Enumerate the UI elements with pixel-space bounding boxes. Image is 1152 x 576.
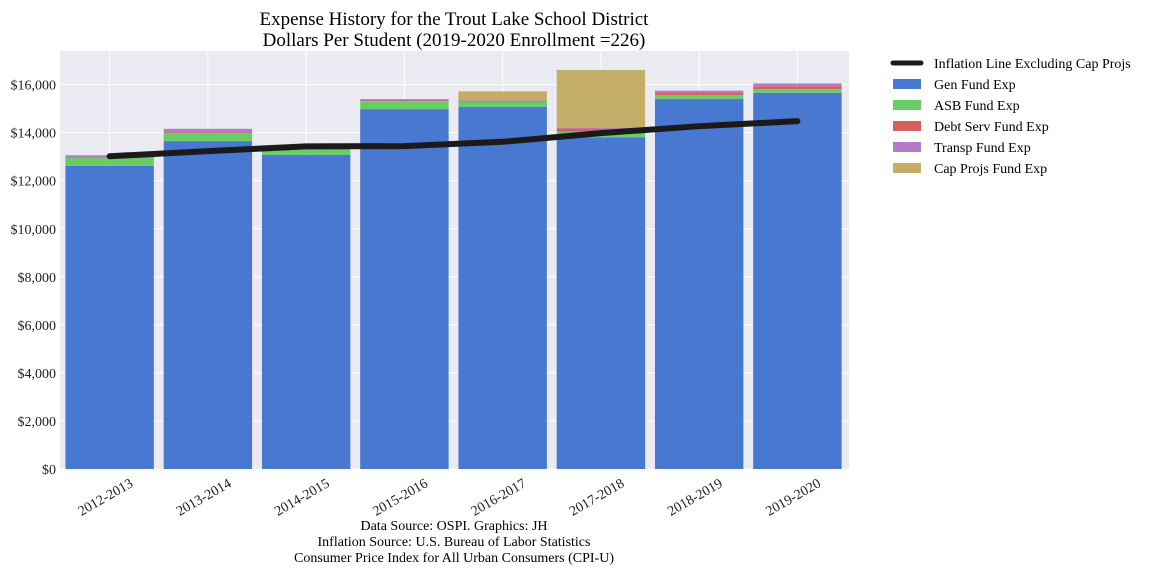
bar-transp-fund-exp <box>360 99 449 101</box>
bar-gen-fund-exp <box>556 137 646 469</box>
bar-asb-fund-exp <box>261 149 351 155</box>
x-tick-label: 2014-2015 <box>272 476 332 519</box>
bar-transp-fund-exp <box>753 83 842 87</box>
legend-swatch <box>893 142 921 152</box>
bar-gen-fund-exp <box>163 141 253 469</box>
x-tick-label: 2016-2017 <box>469 476 529 519</box>
x-tick-label: 2018-2019 <box>665 476 725 519</box>
y-tick-label: $0 <box>42 463 56 478</box>
bar-asb-fund-exp <box>360 100 449 110</box>
legend-label: Gen Fund Exp <box>934 78 1016 93</box>
chart-title: Expense History for the Trout Lake Schoo… <box>260 9 650 30</box>
source-line-2: Inflation Source: U.S. Bureau of Labor S… <box>318 535 591 550</box>
bar-transp-fund-exp <box>556 127 646 129</box>
bar-transp-fund-exp <box>654 90 744 93</box>
bar-debt-serv-fund-exp <box>654 92 744 95</box>
legend-swatch <box>893 163 921 173</box>
bar-gen-fund-exp <box>360 109 449 470</box>
x-tick-label: 2013-2014 <box>174 476 234 519</box>
bar-gen-fund-exp <box>65 165 154 469</box>
bar-asb-fund-exp <box>654 94 744 100</box>
x-tick-label: 2012-2013 <box>76 476 136 519</box>
inflation-line <box>106 118 801 160</box>
bar-debt-serv-fund-exp <box>163 132 253 134</box>
legend-label: Debt Serv Fund Exp <box>934 120 1049 135</box>
bar-debt-serv-fund-exp <box>753 86 842 90</box>
source-line-1: Data Source: OSPI. Graphics: JH <box>360 519 547 534</box>
y-tick-label: $10,000 <box>11 223 57 238</box>
bar-transp-fund-exp <box>163 128 253 133</box>
bar-cap-projs-fund-exp <box>458 91 547 101</box>
bar-gen-fund-exp <box>753 92 842 470</box>
legend: Inflation Line Excluding Cap Projs Gen Fu… <box>890 57 1131 177</box>
bar-cap-projs-fund-exp <box>556 69 646 128</box>
bar-asb-fund-exp <box>458 101 547 107</box>
legend-swatch <box>893 79 921 89</box>
legend-label: Transp Fund Exp <box>934 141 1031 156</box>
x-tick-label: 2017-2018 <box>567 476 627 519</box>
x-tick-label: 2019-2020 <box>764 476 824 519</box>
legend-swatch <box>893 121 921 131</box>
y-tick-label: $14,000 <box>11 127 57 142</box>
bar-gen-fund-exp <box>458 106 547 469</box>
y-tick-label: $4,000 <box>18 367 57 382</box>
bar-gen-fund-exp <box>261 154 351 470</box>
y-tick-label: $16,000 <box>11 79 57 94</box>
y-axis: $0 $2,000 $4,000 $6,000 $8,000 $10,000 $12,000… <box>11 79 57 478</box>
inflation-line-group <box>106 118 801 160</box>
y-tick-label: $12,000 <box>11 175 57 190</box>
bar-asb-fund-exp <box>753 89 842 93</box>
x-axis: 2012-2013 2013-2014 2014-2015 2015-2016 2016… <box>76 476 824 519</box>
y-tick-label: $8,000 <box>18 271 57 286</box>
bar-gen-fund-exp <box>654 99 744 470</box>
y-tick-label: $6,000 <box>18 319 57 334</box>
legend-label: Inflation Line Excluding Cap Projs <box>934 57 1131 72</box>
x-tick-label: 2015-2016 <box>371 476 431 519</box>
chart-subtitle: Dollars Per Student (2019-2020 Enrollmen… <box>263 30 646 51</box>
legend-label: Cap Projs Fund Exp <box>934 162 1047 177</box>
legend-swatch <box>893 100 921 110</box>
source-line-3: Consumer Price Index for All Urban Consu… <box>294 551 614 566</box>
legend-label: ASB Fund Exp <box>934 99 1020 114</box>
bar-asb-fund-exp <box>65 157 154 166</box>
bars <box>65 69 842 470</box>
bar-asb-fund-exp <box>163 133 253 142</box>
y-tick-label: $2,000 <box>18 415 57 430</box>
